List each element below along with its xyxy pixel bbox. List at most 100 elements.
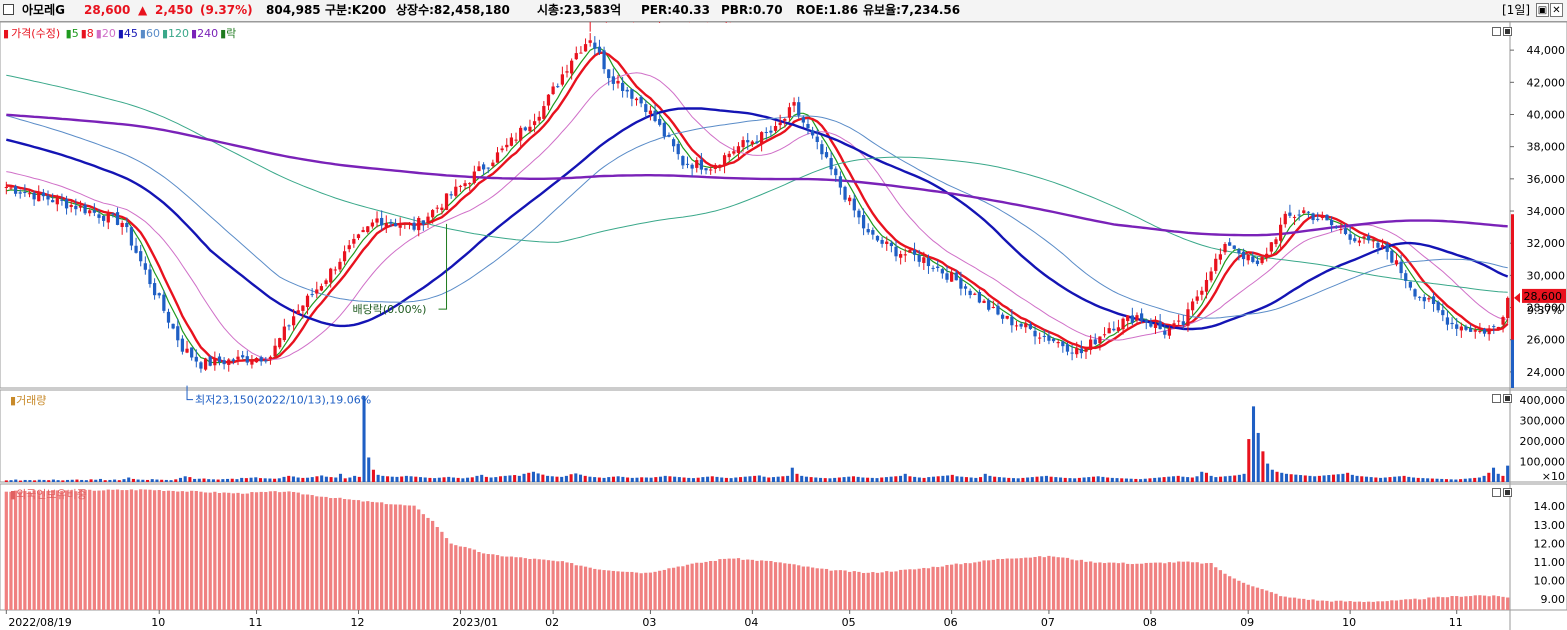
volume-panel-maximize-icon[interactable] [1503,394,1512,403]
candle-body [356,234,361,239]
foreign-bar [180,491,185,610]
volume-bar [1228,475,1232,482]
chart-canvas[interactable]: 최고45,150(2023/02/10),57.87% 최저23,150(2022… [0,22,1567,630]
candle-body [1065,344,1070,352]
volume-bar [1167,476,1171,482]
candle-body [213,357,217,366]
candle-body [1376,242,1380,248]
volume-bar [917,477,921,482]
volume-bar [1153,477,1157,482]
candle-body [977,292,982,303]
foreign-bar [861,572,866,610]
volume-bar [1440,478,1444,482]
foreign-bar [1251,586,1255,610]
volume-bar [409,476,413,482]
price-panel-maximize-icon[interactable] [1503,27,1512,36]
volume-bar [1143,478,1147,482]
legend-ma-0: ▮5 [65,27,79,40]
volume-bar [1430,478,1434,482]
volume-bar [287,475,291,482]
foreign-bar [291,491,296,610]
candle-body [1084,347,1088,352]
price-tick: 40,000 [1527,108,1566,121]
volume-bar [1190,477,1194,482]
candle-body [310,294,314,296]
candle-body [509,137,514,146]
foreign-bar [963,563,968,610]
foreign-bar [1482,595,1487,610]
volume-bar [950,474,954,482]
foreign-bar [810,567,815,610]
candle-body [444,193,449,210]
volume-bar [1501,475,1505,482]
period-button[interactable]: [1일] [1502,3,1531,17]
volume-bar [1077,477,1081,482]
volume-bar [578,474,583,482]
candle-body [917,255,921,262]
foreign-bar [1228,576,1232,610]
foreign-bar [162,491,166,610]
maximize-button[interactable]: ▣ [1536,3,1549,17]
foreign-panel-maximize-icon[interactable] [1503,488,1512,497]
volume-panel-minimize-icon[interactable] [1492,394,1501,403]
low-annotation: 최저23,150(2022/10/13),19.06% [195,394,371,407]
stock-name[interactable]: 아모레G [22,3,65,17]
candle-body [834,168,838,176]
foreign-bar [889,571,894,610]
volume-bar [362,396,366,482]
foreign-bar [352,499,356,610]
price-panel-minimize-icon[interactable] [1492,27,1501,36]
candle-body [1269,242,1273,252]
volume-bar [89,479,93,482]
select-checkbox[interactable] [3,4,14,15]
price-tick: 44,000 [1527,44,1566,57]
foreign-bar [426,517,430,610]
volume-bar [178,477,183,482]
volume-bar [498,476,503,482]
volume-bar [155,479,159,482]
candle-body [46,195,50,200]
volume-bar [964,477,968,482]
foreign-bar [97,490,101,610]
foreign-bar [1431,597,1436,610]
foreign-bar [1000,558,1005,610]
candle-body [815,136,819,142]
foreign-bar [18,491,22,610]
volume-tick: 100,000 [1520,456,1566,469]
foreign-bar [704,561,708,610]
volume-bar [235,479,239,482]
foreign-bar [454,545,458,610]
foreign-bar [1334,600,1338,610]
foreign-tick: 12.00 [1534,537,1566,550]
foreign-bar [671,567,676,610]
candle-body [1311,213,1315,221]
candle-body [1079,348,1083,354]
candle-body [727,153,731,158]
close-button[interactable]: ✕ [1550,3,1563,17]
volume-bar [687,477,691,482]
foreign-bar [1084,561,1088,610]
candle-body [750,141,754,145]
volume-bar [748,476,752,482]
volume-bar [1341,473,1345,482]
candle-body [1047,335,1051,341]
foreign-bar [444,538,449,610]
foreign-bar [1436,596,1440,610]
volume-bar [1346,472,1350,482]
candle-body [764,132,768,134]
foreign-bar [1172,562,1176,610]
volume-bar [1270,469,1274,482]
volume-bar [1317,475,1321,482]
foreign-bar [523,558,527,610]
volume-bar [536,473,540,482]
foreign-bar [74,491,78,610]
candle-body [1093,339,1097,345]
volume-bar [616,476,620,482]
volume-bar [357,476,361,482]
candle-body [1214,258,1218,271]
foreign-bar [1024,557,1028,610]
foreign-bar [722,558,727,610]
candle-body [713,164,717,169]
foreign-panel-minimize-icon[interactable] [1492,488,1501,497]
candle-body [83,204,87,214]
